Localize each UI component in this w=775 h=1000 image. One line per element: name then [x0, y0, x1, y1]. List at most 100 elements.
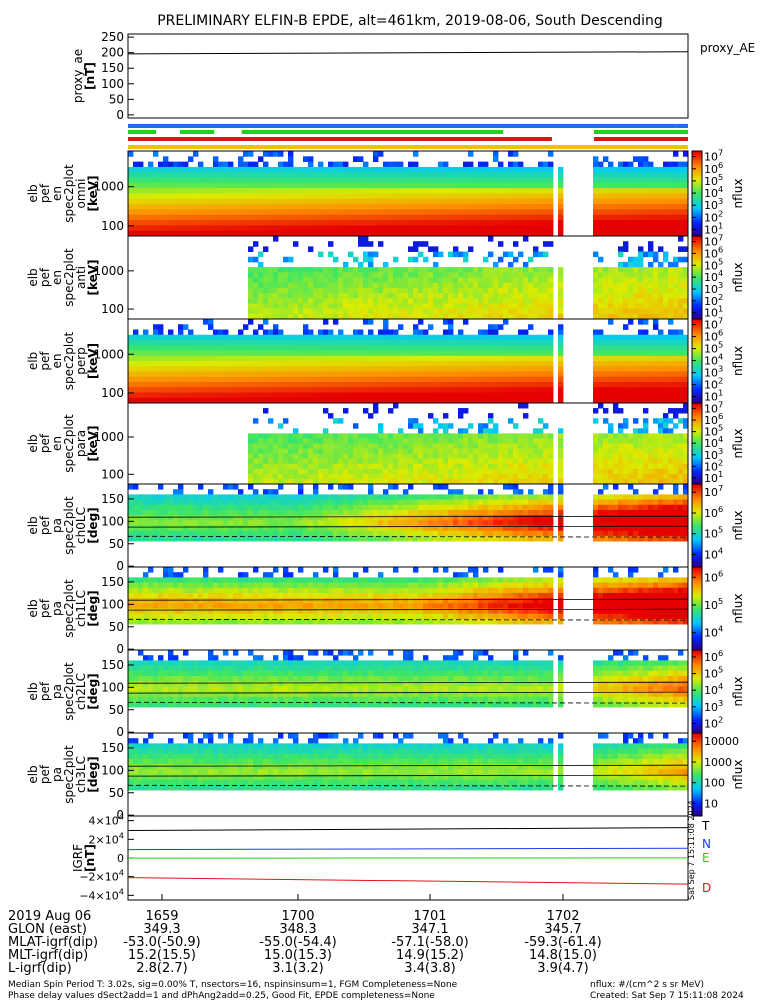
heatmap-cell — [543, 355, 549, 362]
heatmap-cell — [533, 361, 539, 367]
heatmap-cell — [463, 319, 469, 325]
heatmap-cell — [623, 225, 629, 232]
heatmap-cell — [178, 355, 184, 362]
heatmap-cell — [643, 423, 649, 429]
heatmap-cell — [153, 214, 159, 221]
heatmap-cell — [503, 251, 509, 258]
heatmap-cell — [378, 214, 384, 221]
heatmap-cell — [218, 230, 224, 237]
heatmap-cell — [373, 172, 379, 178]
heatmap-cell — [483, 448, 489, 455]
heatmap-cell — [383, 287, 389, 294]
heatmap-cell — [658, 267, 664, 273]
heatmap-cell — [508, 458, 514, 465]
heatmap-cell — [133, 355, 139, 362]
heatmap-cell — [503, 382, 509, 388]
colorbar-tick-label: 101 — [704, 221, 723, 237]
heatmap-cell — [323, 397, 329, 404]
heatmap-cell — [378, 308, 384, 315]
heatmap-cell — [493, 463, 499, 470]
ylabel-line: pef — [38, 183, 52, 203]
heatmap-cell — [433, 463, 439, 470]
heatmap-cell — [278, 214, 284, 221]
heatmap-cell — [528, 193, 534, 200]
heatmap-cell — [423, 433, 429, 439]
heatmap-cell — [603, 225, 609, 232]
heatmap-cell — [398, 172, 404, 178]
heatmap-cell — [628, 193, 634, 200]
heatmap-cell — [388, 230, 394, 237]
heatmap-cell — [673, 220, 679, 226]
heatmap-cell — [528, 433, 534, 439]
heatmap-cell — [263, 182, 269, 189]
heatmap-cell — [373, 193, 379, 200]
heatmap-cell — [453, 443, 459, 449]
heatmap-cell — [458, 272, 464, 278]
heatmap-cell — [503, 193, 509, 200]
heatmap-cell — [163, 340, 169, 346]
heatmap-cell — [608, 397, 614, 404]
ytick-label: 0 — [116, 108, 124, 122]
heatmap-cell — [623, 345, 629, 351]
heatmap-cell — [558, 361, 564, 367]
heatmap-cell — [493, 478, 499, 485]
heatmap-cell — [463, 478, 469, 485]
heatmap-cell — [418, 458, 424, 465]
heatmap-cell — [293, 166, 299, 173]
heatmap-cell — [428, 355, 434, 362]
heatmap-cell — [408, 177, 414, 184]
heatmap-cell — [668, 468, 674, 475]
heatmap-cell — [388, 345, 394, 351]
heatmap-cell — [368, 376, 374, 383]
heatmap-cell — [273, 433, 279, 439]
heatmap-cell — [318, 329, 324, 336]
heatmap-cell — [543, 220, 549, 226]
heatmap-cell — [363, 473, 369, 480]
heatmap-cell — [528, 308, 534, 315]
heatmap-cell — [263, 473, 269, 480]
heatmap-cell — [243, 361, 249, 367]
heatmap-cell — [263, 361, 269, 367]
heatmap-cell — [238, 382, 244, 388]
heatmap-cell — [508, 151, 514, 157]
heatmap-cell — [198, 382, 204, 388]
heatmap-cell — [648, 182, 654, 189]
heatmap-cell — [638, 443, 644, 449]
heatmap-cell — [428, 453, 434, 460]
heatmap-cell — [328, 340, 334, 346]
heatmap-cell — [438, 214, 444, 221]
heatmap-cell — [638, 282, 644, 289]
heatmap-cell — [678, 193, 684, 200]
heatmap-cell — [243, 204, 249, 210]
heatmap-cell — [648, 371, 654, 378]
heatmap-cell — [293, 438, 299, 444]
heatmap-cell — [683, 230, 689, 237]
heatmap-cell — [513, 287, 519, 294]
colorbar-tick-label: 104 — [704, 268, 723, 284]
heatmap-cell — [168, 397, 174, 404]
heatmap-cell — [443, 438, 449, 444]
heatmap-cell — [608, 298, 614, 304]
heatmap-cell — [158, 371, 164, 378]
heatmap-cell — [343, 166, 349, 173]
heatmap-cell — [368, 198, 374, 205]
heatmap-cell — [373, 308, 379, 315]
heatmap-cell — [408, 473, 414, 480]
heatmap-cell — [678, 225, 684, 232]
heatmap-cell — [613, 293, 619, 299]
heatmap-cell — [533, 204, 539, 210]
heatmap-cell — [463, 282, 469, 289]
heatmap-cell — [318, 443, 324, 449]
heatmap-cell — [393, 209, 399, 216]
heatmap-cell — [323, 443, 329, 449]
heatmap-cell — [268, 433, 274, 439]
ylabel-line: elb — [26, 184, 40, 202]
heatmap-cell — [253, 272, 259, 278]
heatmap-cell — [188, 177, 194, 184]
heatmap-cell — [493, 387, 499, 393]
indicator-blue — [676, 124, 688, 128]
heatmap-cell — [628, 473, 634, 480]
heatmap-cell — [343, 340, 349, 346]
heatmap-cell — [518, 473, 524, 480]
heatmap-cell — [143, 340, 149, 346]
